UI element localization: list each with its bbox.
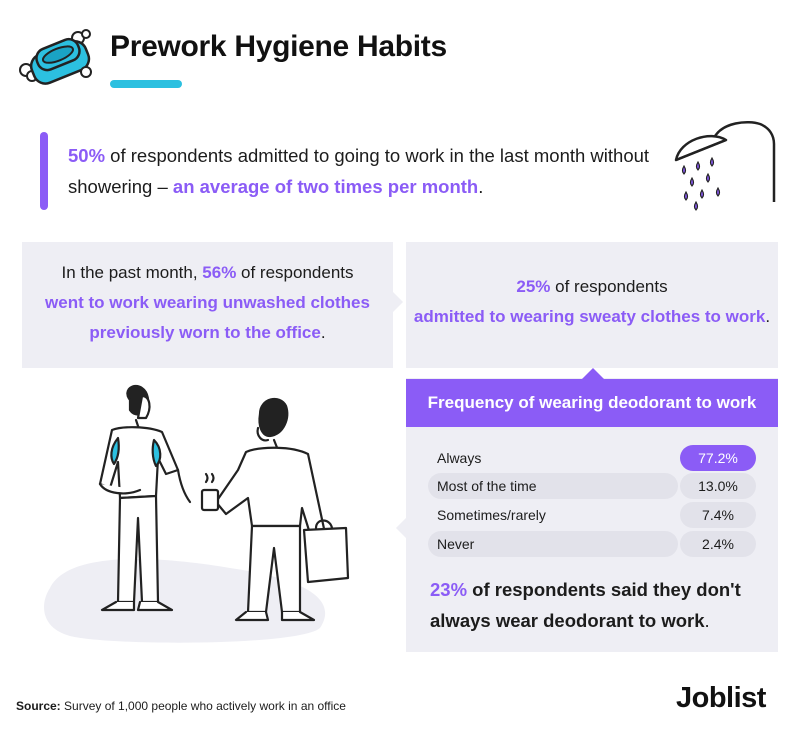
soap-icon (19, 29, 92, 85)
note-text: of respondents said they don't always we… (430, 579, 741, 631)
panel-pointer (393, 292, 403, 312)
intro-highlight: an average of two times per month (172, 176, 479, 197)
row-label-never: Never (428, 531, 678, 557)
title-underline (110, 80, 182, 88)
intro-accent-bar (40, 132, 48, 210)
right-highlight: admitted to wearing sweaty clothes to wo… (413, 307, 766, 326)
intro-end: . (478, 176, 484, 197)
row-value-never: 2.4% (680, 531, 756, 557)
joblist-logo: Joblist (676, 682, 766, 714)
row-label-sometimes: Sometimes/rarely (437, 507, 546, 523)
source-text: Survey of 1,000 people who actively work… (60, 699, 346, 713)
intro-text-1: of respondents admitted to going to work… (68, 145, 650, 197)
right-stat-panel (406, 242, 778, 368)
row-value-sometimes: 7.4% (680, 502, 756, 528)
row-value-most: 13.0% (680, 473, 756, 499)
right-end: . (765, 307, 771, 326)
left-text-2: of respondents (236, 263, 354, 282)
left-stat-panel (22, 242, 393, 368)
panel-pointer-left (396, 518, 406, 538)
deodorant-title: Frequency of wearing deodorant to work (406, 379, 778, 427)
left-percent: 56% (202, 263, 237, 282)
intro-text: 50% of respondents admitted to going to … (68, 140, 668, 202)
left-stat-text: In the past month, 56% of respondents we… (22, 258, 393, 348)
source-label: Source: (16, 699, 61, 713)
row-value-always: 77.2% (680, 445, 756, 471)
intro-percent: 50% (68, 145, 106, 166)
right-text-1: of respondents (550, 277, 668, 296)
shower-head-icon (674, 121, 776, 211)
header-pointer (582, 368, 604, 379)
note-end: . (704, 610, 710, 631)
left-highlight: went to work wearing unwashed clothes pr… (45, 293, 370, 342)
left-text-1: In the past month, (61, 263, 203, 282)
page-title: Prework Hygiene Habits (110, 30, 447, 63)
people-illustration (44, 384, 350, 643)
row-label-always: Always (437, 450, 482, 466)
note-percent: 23% (430, 579, 468, 600)
row-label-most: Most of the time (428, 473, 678, 499)
source-note: Source: Survey of 1,000 people who activ… (16, 699, 346, 713)
right-percent: 25% (516, 277, 551, 296)
deodorant-note: 23% of respondents said they don't alway… (430, 574, 760, 636)
right-stat-text: 25% of respondents admitted to wearing s… (406, 272, 778, 332)
left-end: . (320, 323, 326, 342)
